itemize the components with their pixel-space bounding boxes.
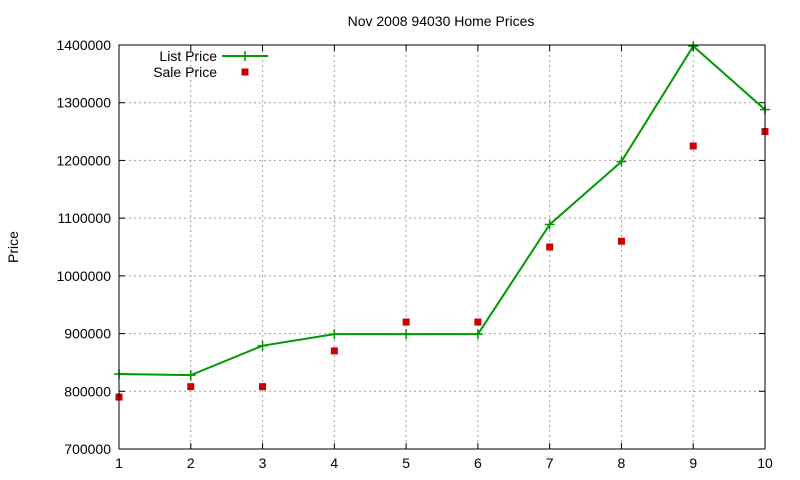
legend-label-list-price: List Price <box>159 48 217 64</box>
x-tick-label: 7 <box>546 455 554 471</box>
sale-price-point <box>402 318 410 326</box>
list-price-point <box>544 219 555 230</box>
legend-label-sale-price: Sale Price <box>153 64 217 80</box>
y-tick-label: 1000000 <box>56 268 111 284</box>
x-tick-label: 4 <box>330 455 338 471</box>
list-price-point <box>616 156 627 167</box>
legend: List Price Sale Price <box>153 48 268 80</box>
y-tick-label: 900000 <box>64 326 111 342</box>
sale-price-point <box>474 318 482 326</box>
sale-price-point <box>330 347 338 355</box>
list-price-line <box>118 45 766 377</box>
list-price-point <box>329 329 340 340</box>
chart-title: Nov 2008 94030 Home Prices <box>348 13 535 29</box>
list-price-point <box>185 370 196 381</box>
legend-marker-sale-price <box>241 68 249 76</box>
sale-price-point <box>689 142 697 150</box>
sale-price-point <box>259 383 267 391</box>
list-price-point <box>472 329 483 340</box>
y-tick-label: 1400000 <box>56 37 111 53</box>
y-tick-label: 800000 <box>64 383 111 399</box>
x-tick-label: 10 <box>757 455 773 471</box>
x-tick-label: 1 <box>115 455 123 471</box>
y-axis-label: Price <box>5 231 21 263</box>
legend-marker-list-price <box>240 51 250 61</box>
x-tick-label: 8 <box>618 455 626 471</box>
list-price-point <box>401 329 412 340</box>
sale-price-point <box>187 383 195 391</box>
x-tick-label: 9 <box>689 455 697 471</box>
y-tick-label: 1300000 <box>56 95 111 111</box>
y-tick-label: 1100000 <box>58 210 112 226</box>
list-price-point <box>257 340 268 351</box>
sale-price-point <box>617 237 625 245</box>
plot-border <box>118 44 766 450</box>
x-tick-label: 5 <box>402 455 410 471</box>
y-tick-label: 700000 <box>64 441 111 457</box>
x-tick-label: 3 <box>259 455 267 471</box>
x-tick-label: 6 <box>474 455 482 471</box>
x-tick-label: 2 <box>187 455 195 471</box>
axes: 1 2 3 4 5 6 7 8 9 10 700000 800000 900000 1000000 1100… <box>56 37 773 471</box>
grid <box>119 45 765 449</box>
sale-price-point <box>546 243 554 251</box>
y-tick-label: 1200000 <box>56 152 111 168</box>
